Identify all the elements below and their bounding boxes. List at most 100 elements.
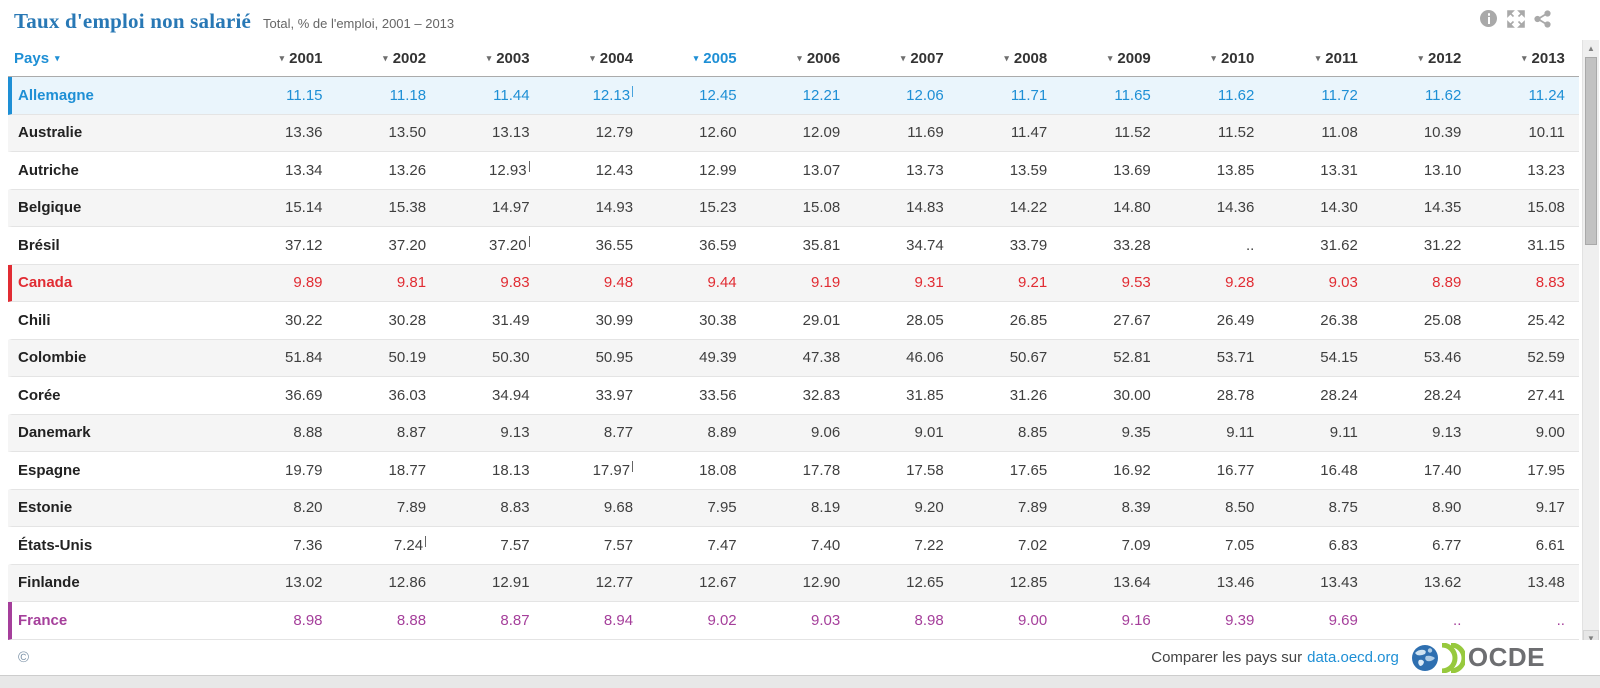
value-cell-2003: 13.13	[492, 124, 530, 142]
value-cell-2001: 15.14	[284, 199, 323, 217]
value-cell-2004: 12.13	[544, 86, 648, 104]
value-cell-2001: 9.89	[293, 274, 323, 292]
info-icon[interactable]	[1480, 10, 1498, 28]
value-cell-2009: 9.53	[1121, 274, 1151, 292]
table-row-finlande[interactable]: Finlande 13.02 12.86 12.91 12.77 12.67 12.90 12…	[8, 564, 1579, 602]
year-header-2013[interactable]: ▾ 2013	[1475, 50, 1579, 67]
year-header-2007[interactable]: ▾ 2007	[854, 50, 958, 67]
table-row-belgique[interactable]: Belgique 15.14 15.38 14.97 14.93 15.23 15.08 14…	[8, 189, 1579, 227]
year-header-2011[interactable]: ▾ 2011	[1268, 50, 1372, 67]
sort-caret-icon: ▾	[1522, 52, 1527, 63]
data-oecd-link[interactable]: data.oecd.org	[1307, 649, 1399, 666]
value-cell-2011: 28.24	[1320, 386, 1358, 404]
copyright-link[interactable]: ©	[18, 649, 30, 666]
year-header-2009[interactable]: ▾ 2009	[1061, 50, 1165, 67]
value-cell-2011: 13.31	[1320, 161, 1358, 179]
value-cell-2010: 53.71	[1216, 349, 1255, 367]
sort-caret-icon: ▾	[900, 52, 906, 63]
table-row-australie[interactable]: Australie 13.36 13.50 13.13 12.79 12.60 12.09 1…	[8, 114, 1579, 152]
oecd-logo[interactable]: OCDE	[1411, 642, 1545, 673]
vertical-scrollbar[interactable]: ▲ ▼	[1582, 40, 1599, 645]
scroll-down-icon: ▼	[1587, 634, 1595, 643]
sort-caret-icon: ▾	[279, 52, 285, 63]
table-row-colombie[interactable]: Colombie 51.84 50.19 50.30 50.95 49.39 47.38 46…	[8, 339, 1579, 377]
value-cell-2009: 11.52	[1114, 124, 1151, 142]
value-cell-2005: 12.99	[699, 161, 737, 179]
year-label: 2006	[806, 49, 841, 67]
oecd-logo-text: OCDE	[1467, 642, 1545, 672]
table-row-estonie[interactable]: Estonie 8.20 7.89 8.83 9.68 7.95 8.19 9.20 7.89 8…	[8, 489, 1579, 527]
value-cell-2004: 36.55	[595, 236, 634, 254]
year-header-2005[interactable]: ▾ 2005	[647, 50, 751, 67]
year-label: 2005	[703, 49, 737, 67]
value-cell-2005: 18.08	[699, 461, 737, 479]
table-row-france[interactable]: France 8.98 8.88 8.87 8.94 9.02 9.03 8.98 9.00 9.…	[8, 602, 1579, 640]
value-cell-2004: 8.94	[603, 611, 634, 629]
share-icon[interactable]	[1534, 10, 1552, 28]
value-cell-2002: 15.38	[388, 199, 427, 217]
year-header-2006[interactable]: ▾ 2006	[751, 50, 855, 67]
value-cell-2002: 37.20	[388, 236, 427, 254]
value-cell-2005: 15.23	[699, 199, 737, 217]
country-name: Colombie	[18, 349, 87, 367]
sort-caret-icon: ▾	[1004, 52, 1009, 63]
year-header-2012[interactable]: ▾ 2012	[1372, 50, 1476, 67]
table-row-allemagne[interactable]: Allemagne 11.15 11.18 11.44 12.13 12.45 12.21 1…	[8, 77, 1579, 115]
series-break-marker	[528, 236, 530, 248]
scroll-up-icon: ▲	[1587, 44, 1595, 53]
table-row-danemark[interactable]: Danemark 8.88 8.87 9.13 8.77 8.89 9.06 9.01 8.85…	[8, 414, 1579, 452]
value-cell-2004: 17.97	[544, 461, 648, 479]
value-cell-2011: 9.69	[1328, 611, 1358, 629]
value-cell-2008: 50.67	[1009, 349, 1048, 367]
value-cell-2003: 34.94	[492, 386, 530, 404]
year-header-2010[interactable]: ▾ 2010	[1165, 50, 1269, 67]
value-cell-2001: 37.12	[284, 236, 323, 254]
page-subtitle: Total, % de l'emploi, 2001 – 2013	[263, 16, 455, 31]
value-cell-2008: 8.85	[1018, 424, 1048, 442]
value-cell-2010: 13.85	[1216, 161, 1255, 179]
year-label: 2003	[496, 49, 530, 67]
table-row-espagne[interactable]: Espagne 19.79 18.77 18.13 17.97 18.08 17.78 17.…	[8, 452, 1579, 490]
value-cell-2012: 14.35	[1423, 199, 1462, 217]
value-cell-2013: 15.08	[1527, 199, 1565, 217]
year-header-2003[interactable]: ▾ 2003	[440, 50, 544, 67]
value-cell-2004: 12.79	[595, 124, 634, 142]
table-row-chili[interactable]: Chili 30.22 30.28 31.49 30.99 30.38 29.01 28.05…	[8, 302, 1579, 340]
table-row-etats-unis[interactable]: États-Unis 7.36 7.24 7.57 7.57 7.47 7.40 7.22 7.…	[8, 527, 1579, 565]
value-cell-2002: 13.26	[388, 161, 427, 179]
value-cell-2001: 7.36	[293, 536, 323, 554]
value-cell-2002: 7.24	[337, 536, 441, 554]
value-cell-2006: 32.83	[802, 386, 841, 404]
value-cell-2006: 29.01	[802, 311, 841, 329]
value-cell-2007: 14.83	[906, 199, 944, 217]
year-header-2002[interactable]: ▾ 2002	[337, 50, 441, 67]
table-row-coree[interactable]: Corée 36.69 36.03 34.94 33.97 33.56 32.83 31.85…	[8, 377, 1579, 415]
year-label: 2007	[910, 49, 944, 67]
table-row-bresil[interactable]: Brésil 37.12 37.20 37.20 36.55 36.59 35.81 34.7…	[8, 227, 1579, 265]
year-header-2004[interactable]: ▾ 2004	[544, 50, 648, 67]
country-name: France	[18, 611, 68, 629]
value-cell-2007: 9.01	[914, 424, 944, 442]
value-cell-2002: 18.77	[388, 461, 427, 479]
value-cell-2013: 9.17	[1535, 499, 1565, 517]
value-cell-2007: 31.85	[906, 386, 944, 404]
scroll-up-button[interactable]: ▲	[1583, 41, 1599, 56]
widget-toolbar	[1480, 10, 1552, 28]
scrollbar-thumb[interactable]	[1585, 57, 1597, 245]
value-cell-2012: 13.62	[1423, 574, 1462, 592]
table-row-canada[interactable]: Canada 9.89 9.81 9.83 9.48 9.44 9.19 9.31 9.21 9.…	[8, 264, 1579, 302]
value-cell-2003: 9.83	[500, 274, 530, 292]
table-row-autriche[interactable]: Autriche 13.34 13.26 12.93 12.43 12.99 13.07 13…	[8, 152, 1579, 190]
year-label: 2012	[1428, 49, 1462, 67]
value-cell-2011: 9.03	[1328, 274, 1358, 292]
sort-caret-icon: ▾	[797, 52, 802, 63]
fullscreen-icon[interactable]	[1507, 10, 1525, 28]
year-header-2008[interactable]: ▾ 2008	[958, 50, 1062, 67]
year-header-2001[interactable]: ▾ 2001	[233, 50, 337, 67]
value-cell-2007: 8.98	[914, 611, 944, 629]
year-label: 2002	[392, 49, 427, 67]
value-cell-2005: 12.45	[699, 86, 737, 104]
page-title: Taux d'emploi non salarié	[14, 9, 252, 33]
country-column-header[interactable]: Pays ▾	[8, 50, 233, 67]
value-cell-2010: 16.77	[1216, 461, 1255, 479]
